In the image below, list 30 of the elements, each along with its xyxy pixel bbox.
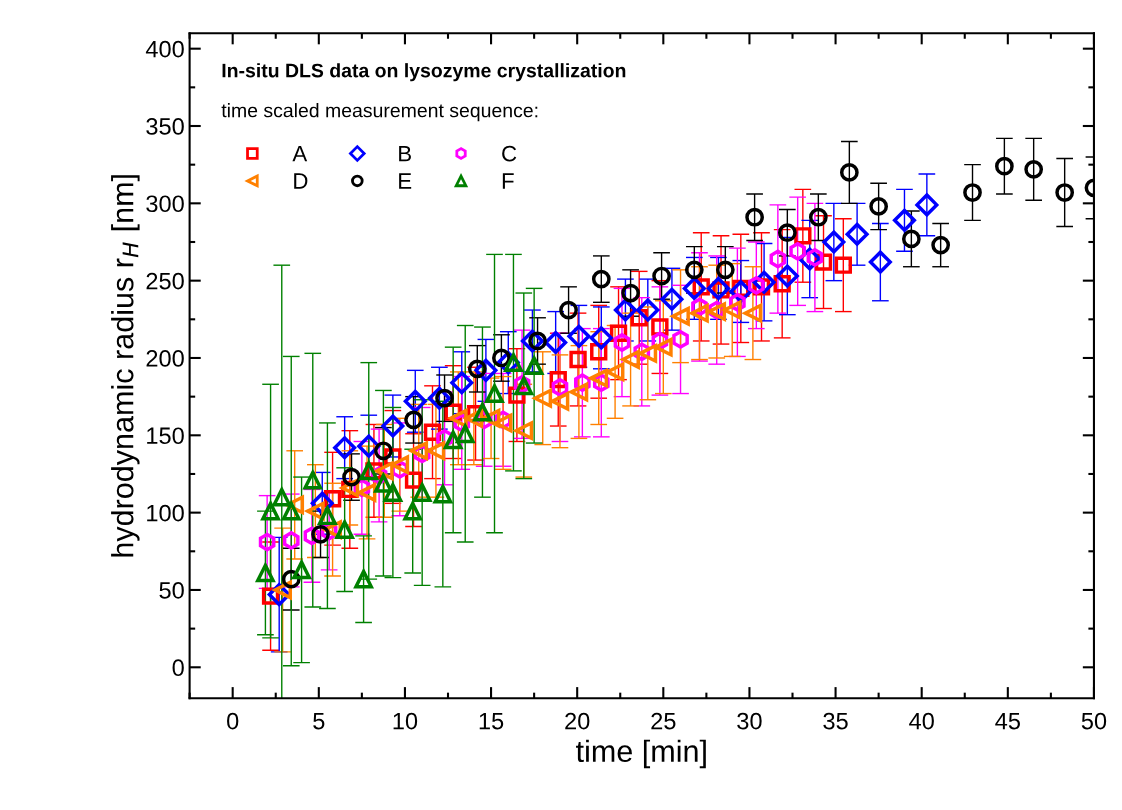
legend-label: C bbox=[502, 145, 517, 162]
x-tick-label: 15 bbox=[479, 712, 504, 730]
y-tick-label: 250 bbox=[146, 272, 184, 290]
x-tick-label: 0 bbox=[227, 712, 239, 730]
x-tick-label: 45 bbox=[995, 712, 1020, 730]
x-tick-label: 20 bbox=[565, 712, 590, 730]
y-tick-label: 150 bbox=[147, 427, 184, 445]
x-axis-title: time [min] bbox=[576, 739, 706, 769]
legend-label: B bbox=[399, 145, 411, 162]
y-tick-label: 400 bbox=[145, 40, 184, 58]
x-tick-label: 25 bbox=[651, 712, 676, 730]
y-tick-label: 200 bbox=[146, 350, 184, 367]
legend-label: E bbox=[399, 173, 412, 189]
y-tick-label: 100 bbox=[147, 504, 184, 522]
legend-label: F bbox=[502, 173, 514, 189]
y-tick-label: 50 bbox=[159, 582, 184, 599]
x-tick-label: 5 bbox=[313, 712, 325, 730]
legend-label: A bbox=[292, 145, 308, 162]
x-tick-label: 10 bbox=[393, 712, 418, 730]
x-tick-label: 30 bbox=[737, 712, 762, 730]
y-tick-label: 350 bbox=[146, 118, 184, 135]
text: In-situ DLS data on lysozyme crystallization bbox=[222, 63, 626, 82]
x-tick-label: 50 bbox=[1081, 712, 1107, 730]
y-tick-label: 300 bbox=[146, 195, 184, 213]
y-tick-label: 0 bbox=[172, 659, 184, 677]
x-tick-label: 35 bbox=[823, 712, 848, 730]
x-tick-label: 40 bbox=[909, 712, 934, 730]
y-axis-title: hydrodynamic radius r$_{H}$ [nm] bbox=[111, 175, 140, 557]
legend-label: D bbox=[294, 173, 308, 189]
text: time scaled measurement sequence: bbox=[221, 103, 538, 122]
